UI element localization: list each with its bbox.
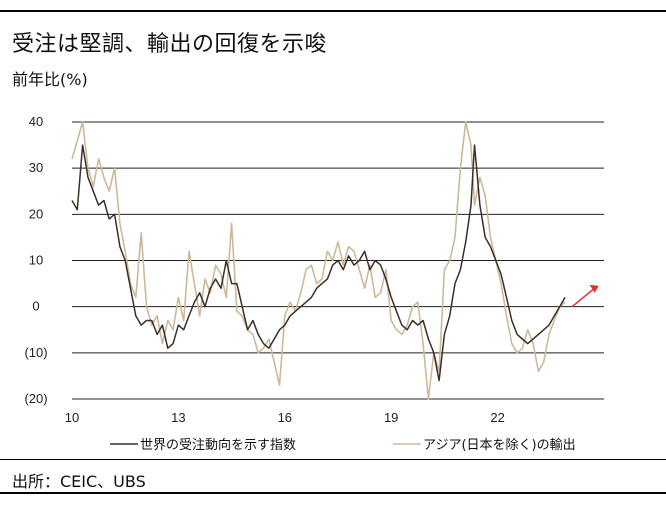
chart-title: 受注は堅調、輸出の回復を示唆 bbox=[12, 32, 328, 57]
legend: 世界の受注動向を示す指数 アジア(日本を除く)の輸出 bbox=[110, 437, 576, 453]
arrow-shaft bbox=[571, 288, 595, 308]
y-tick-label: 30 bbox=[29, 160, 43, 175]
x-tick-labels: 10 13 16 19 22 bbox=[65, 410, 505, 425]
series-line-orders bbox=[71, 144, 566, 382]
source-note: 出所：CEIC、UBS bbox=[12, 472, 146, 491]
source-rule bbox=[0, 459, 666, 460]
x-tick-label: 19 bbox=[384, 410, 398, 425]
legend-label-exports: アジア(日本を除く)の輸出 bbox=[423, 438, 576, 453]
y-tick-labels: 40 30 20 10 0 (10) (20) bbox=[24, 114, 47, 406]
x-tick-label: 16 bbox=[278, 410, 292, 425]
top-rule bbox=[0, 10, 666, 12]
y-tick-label: (10) bbox=[24, 345, 47, 360]
trend-arrow bbox=[571, 284, 599, 308]
x-tick-label: 13 bbox=[171, 410, 185, 425]
x-tick-label: 22 bbox=[490, 410, 504, 425]
arrow-head bbox=[589, 284, 599, 293]
legend-label-orders: 世界の受注動向を示す指数 bbox=[140, 437, 296, 453]
x-tick-label: 10 bbox=[65, 410, 79, 425]
y-tick-label: (20) bbox=[24, 391, 47, 406]
bottom-rule bbox=[0, 492, 666, 494]
series-lines bbox=[71, 121, 566, 400]
series-line-exports bbox=[71, 121, 566, 400]
y-tick-label: 0 bbox=[32, 299, 39, 314]
y-tick-label: 10 bbox=[29, 253, 43, 268]
y-tick-label: 20 bbox=[29, 206, 43, 221]
y-tick-label: 40 bbox=[29, 114, 43, 129]
y-axis-unit: 前年比(%) bbox=[12, 70, 88, 89]
